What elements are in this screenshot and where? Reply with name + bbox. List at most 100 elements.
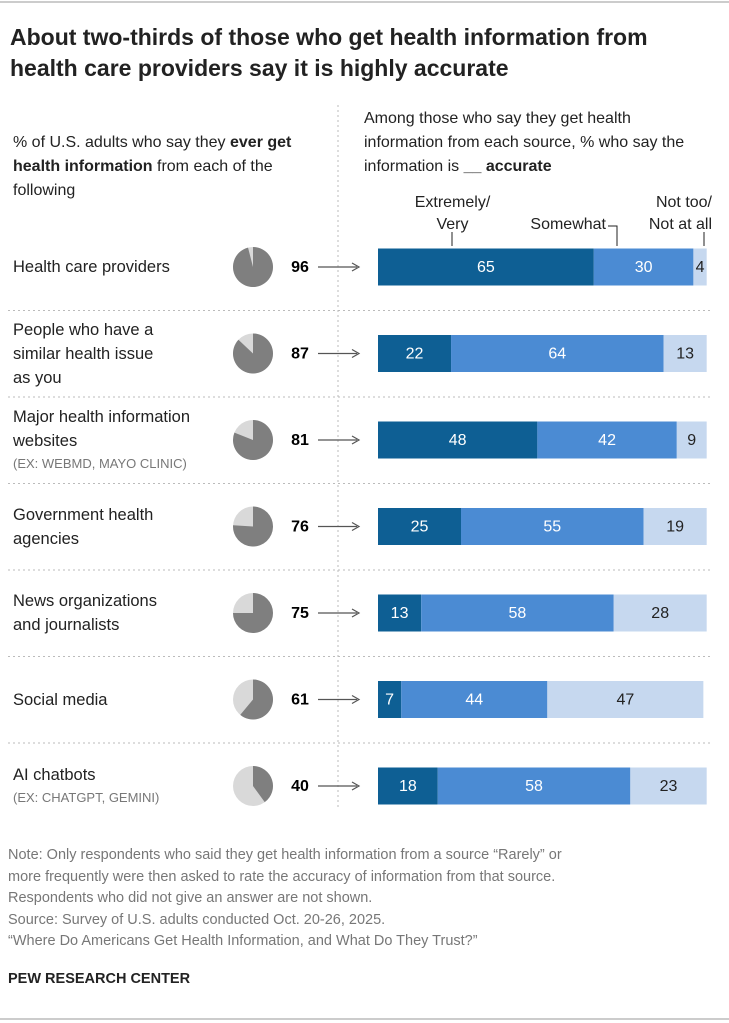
pie-value-label: 96 bbox=[291, 259, 309, 276]
pie-slice bbox=[253, 766, 274, 803]
bar-value-label: 9 bbox=[687, 432, 696, 449]
pie-slice bbox=[233, 506, 273, 547]
bar-value-label: 23 bbox=[660, 778, 678, 795]
bar-segment bbox=[461, 508, 644, 545]
subtitle-part: Among those who say they get health info… bbox=[364, 110, 685, 175]
bar-segment bbox=[378, 681, 402, 718]
subtitle-part: ever get health information bbox=[13, 134, 292, 175]
bar-segment bbox=[630, 767, 707, 805]
category-block: Health care providers bbox=[13, 222, 238, 312]
legend-tick bbox=[608, 225, 618, 246]
pie-value-label: 81 bbox=[291, 432, 309, 449]
category-label: Health care providers bbox=[13, 258, 170, 276]
right-subtitle: Among those who say they get health info… bbox=[364, 107, 704, 179]
arrow-head bbox=[351, 781, 361, 791]
bar-value-label: 13 bbox=[676, 346, 694, 363]
title: About two-thirds of those who get health… bbox=[10, 24, 648, 81]
bar-value-label: 64 bbox=[548, 346, 566, 363]
left-subtitle: % of U.S. adults who say they ever get h… bbox=[13, 131, 313, 203]
note-line: Note: Only respondents who said they get… bbox=[8, 847, 562, 863]
bar-value-label: 19 bbox=[666, 519, 684, 536]
bar-value-label: 22 bbox=[406, 346, 424, 363]
pie-value-label: 61 bbox=[291, 692, 309, 709]
pie-value-label: 40 bbox=[291, 778, 309, 795]
arrow-head bbox=[351, 608, 361, 618]
bar-value-label: 28 bbox=[651, 605, 669, 622]
bar-value-label: 55 bbox=[543, 519, 561, 536]
bar-value-label: 30 bbox=[635, 259, 653, 276]
bar-value-label: 4 bbox=[696, 259, 705, 276]
legend-label: Not too/ Not at all bbox=[648, 194, 712, 233]
bar-segment bbox=[643, 508, 707, 545]
bar-value-label: 44 bbox=[465, 692, 483, 709]
bar-value-label: 65 bbox=[477, 259, 495, 276]
bar-segment bbox=[378, 508, 461, 545]
bar-value-label: 42 bbox=[598, 432, 616, 449]
bar-value-label: 58 bbox=[525, 778, 543, 795]
category-label: News organizations and journalists bbox=[13, 592, 157, 634]
category-label: Social media bbox=[13, 690, 108, 709]
pie-slice bbox=[232, 333, 273, 374]
category-block: AI chatbots (EX: CHATGPT, GEMINI) bbox=[13, 741, 238, 831]
subtitle-part: from each of the following bbox=[13, 158, 273, 199]
bar-value-label: 47 bbox=[616, 692, 634, 709]
bar-value-label: 18 bbox=[399, 778, 417, 795]
pie-slice bbox=[233, 593, 273, 633]
bar-segment bbox=[613, 594, 707, 632]
bar-segment bbox=[676, 421, 707, 459]
category-block: Major health information websites (EX: WE… bbox=[13, 395, 238, 485]
category-label: Major health information websites bbox=[13, 408, 191, 450]
category-label: AI chatbots bbox=[13, 766, 96, 784]
bar-segment bbox=[663, 335, 707, 372]
bar-segment bbox=[378, 594, 422, 632]
pie-slice bbox=[233, 247, 274, 288]
bar-segment bbox=[401, 681, 548, 718]
bar-segment bbox=[378, 421, 538, 459]
subtitle-part: __ accurate bbox=[463, 158, 552, 175]
category-block: Government health agencies bbox=[13, 482, 238, 572]
pie-value-label: 76 bbox=[291, 519, 309, 536]
arrow-head bbox=[351, 262, 361, 272]
category-block: People who have a similar health issue a… bbox=[13, 309, 238, 399]
bar-segment bbox=[451, 335, 664, 372]
bar-value-label: 48 bbox=[449, 432, 467, 449]
notes: Note: Only respondents who said they get… bbox=[8, 845, 723, 953]
legend-label: Extremely/ Very bbox=[414, 194, 491, 233]
brand: PEW RESEARCH CENTER bbox=[8, 971, 191, 987]
bar-segment bbox=[437, 767, 631, 805]
arrow-head bbox=[351, 435, 361, 445]
bar-value-label: 25 bbox=[411, 519, 429, 536]
bar-segment bbox=[547, 681, 704, 718]
note-line: “Where Do Americans Get Health Informati… bbox=[8, 933, 478, 949]
category-block: News organizations and journalists bbox=[13, 568, 238, 658]
bar-segment bbox=[693, 248, 707, 286]
pie-slice bbox=[233, 420, 274, 461]
bar-value-label: 7 bbox=[385, 692, 394, 709]
category-label: People who have a similar health issue a… bbox=[13, 320, 154, 387]
note-line: more frequently were then asked to rate … bbox=[8, 868, 556, 885]
arrow-head bbox=[351, 694, 361, 705]
note-line: Source: Survey of U.S. adults conducted … bbox=[8, 911, 386, 928]
bar-segment bbox=[378, 335, 452, 372]
bar-value-label: 13 bbox=[391, 605, 409, 622]
bar-segment bbox=[593, 248, 694, 286]
category-note: (EX: WEBMD, MAYO CLINIC) bbox=[13, 456, 187, 471]
category-label: Government health agencies bbox=[13, 505, 154, 548]
bar-value-label: 58 bbox=[509, 605, 527, 622]
pie-slice bbox=[240, 679, 274, 720]
arrow-head bbox=[351, 348, 361, 359]
pie-value-label: 87 bbox=[291, 346, 309, 363]
subtitle-part: % of U.S. adults who say they bbox=[13, 134, 230, 151]
note-line: Respondents who did not give an answer a… bbox=[8, 890, 373, 906]
category-block: Social media bbox=[13, 655, 238, 745]
pie-value-label: 75 bbox=[291, 605, 309, 622]
bar-segment bbox=[537, 421, 677, 459]
bar-segment bbox=[378, 767, 438, 805]
bar-segment bbox=[378, 248, 594, 286]
bar-segment bbox=[421, 594, 614, 632]
category-note: (EX: CHATGPT, GEMINI) bbox=[13, 790, 160, 805]
arrow-head bbox=[351, 521, 361, 532]
legend-label: Somewhat bbox=[530, 216, 606, 233]
